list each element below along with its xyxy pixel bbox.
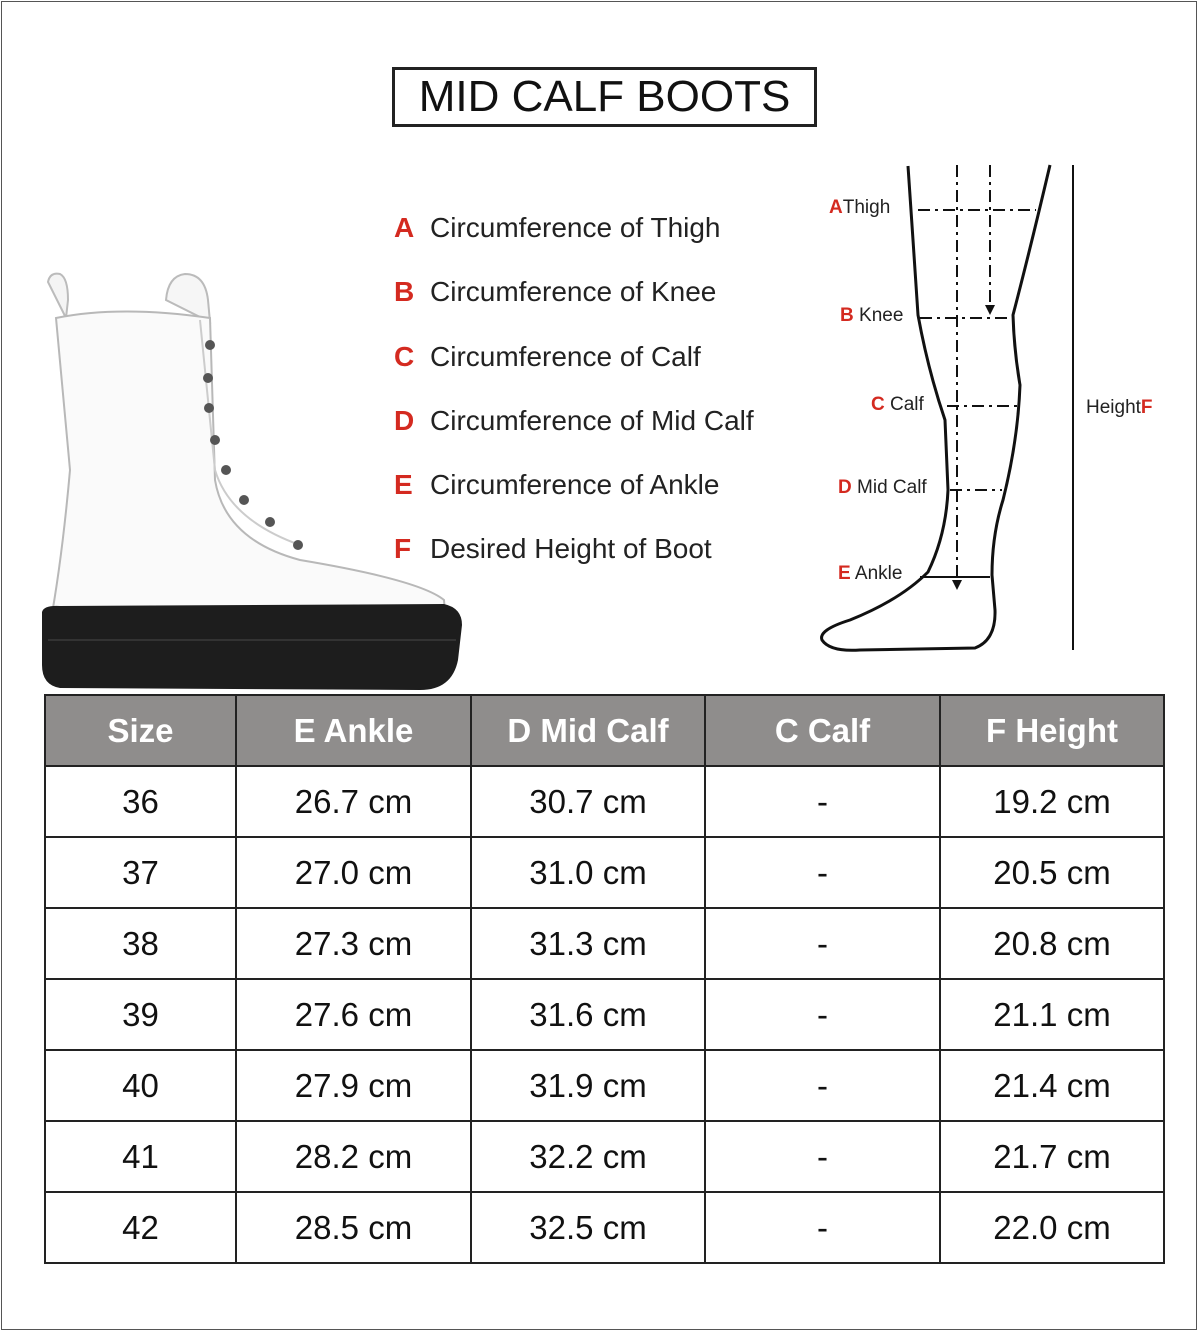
table-header-row: Size E Ankle D Mid Calf C Calf F Height [44, 694, 1165, 767]
legend-text: Circumference of Knee [430, 276, 717, 308]
legend-text: Circumference of Calf [430, 340, 701, 372]
legend-item-e: E Circumference of Ankle [394, 469, 754, 533]
table-cell: - [704, 836, 941, 909]
table-row: 38 27.3 cm 31.3 cm -20.8 cm [44, 907, 1165, 980]
legend-letter: D [394, 404, 415, 436]
column-header: C Calf [704, 694, 941, 767]
label-text: Height [1086, 397, 1141, 418]
table-cell: 31.3 cm [470, 907, 706, 980]
table-cell: 41 [44, 1120, 237, 1193]
diagram-label-knee: B Knee [840, 305, 903, 327]
table-cell: 28.2 cm [235, 1120, 472, 1193]
table-row: 39 27.6 cm 31.6 cm -21.1 cm [44, 978, 1165, 1051]
label-letter: C [871, 394, 885, 415]
legend-item-a: A Circumference of Thigh [394, 212, 754, 276]
measurement-legend: A Circumference of Thigh B Circumference o… [394, 212, 754, 598]
table-cell: 20.5 cm [939, 836, 1165, 909]
legend-letter: E [394, 469, 413, 501]
label-text: Calf [890, 394, 924, 415]
legend-letter: C [394, 340, 415, 372]
label-text: Ankle [854, 563, 903, 584]
table-cell: 20.8 cm [939, 907, 1165, 980]
label-text: Thigh [842, 197, 891, 218]
legend-text: Desired Height of Boot [430, 533, 712, 565]
diagram-label-height: HeightF [1086, 397, 1153, 419]
table-cell: 27.0 cm [235, 836, 472, 909]
table-row: 36 26.7 cm 30.7 cm -19.2 cm [44, 765, 1165, 838]
legend-letter: F [394, 533, 412, 565]
legend-text: Circumference of Ankle [430, 469, 720, 501]
column-header: D Mid Calf [470, 694, 706, 767]
label-letter: B [840, 305, 854, 326]
table-cell: - [704, 1120, 941, 1193]
label-letter: D [838, 477, 852, 498]
table-row: 42 28.5 cm 32.5 cm -22.0 cm [44, 1191, 1165, 1264]
table-cell: - [704, 765, 941, 838]
table-cell: 21.1 cm [939, 978, 1165, 1051]
label-letter: A [829, 197, 843, 218]
legend-letter: B [394, 276, 415, 308]
table-cell: 27.9 cm [235, 1049, 472, 1122]
table-row: 41 28.2 cm 32.2 cm -21.7 cm [44, 1120, 1165, 1193]
table-cell: 28.5 cm [235, 1191, 472, 1264]
table-cell: 37 [44, 836, 237, 909]
label-text: Mid Calf [857, 477, 927, 498]
diagram-label-thigh: AThigh [829, 197, 890, 219]
label-letter: F [1140, 397, 1153, 418]
table-cell: - [704, 907, 941, 980]
legend-item-b: B Circumference of Knee [394, 276, 754, 340]
table-cell: 42 [44, 1191, 237, 1264]
label-letter: E [838, 563, 851, 584]
column-header: F Height [939, 694, 1165, 767]
table-cell: 40 [44, 1049, 237, 1122]
white-boot-image [42, 272, 462, 690]
size-table: Size E Ankle D Mid Calf C Calf F Height … [44, 694, 1165, 1264]
table-row: 40 27.9 cm 31.9 cm -21.4 cm [44, 1049, 1165, 1122]
table-cell: 19.2 cm [939, 765, 1165, 838]
diagram-label-ankle: E Ankle [838, 563, 902, 585]
diagram-label-calf: C Calf [871, 394, 924, 416]
table-cell: 31.6 cm [470, 978, 706, 1051]
label-text: Knee [859, 305, 904, 326]
table-cell: 31.0 cm [470, 836, 706, 909]
table-cell: - [704, 1049, 941, 1122]
table-cell: 26.7 cm [235, 765, 472, 838]
table-row: 37 27.0 cm 31.0 cm -20.5 cm [44, 836, 1165, 909]
page-title: MID CALF BOOTS [392, 67, 817, 127]
legend-item-c: C Circumference of Calf [394, 341, 754, 405]
legend-text: Circumference of Thigh [430, 212, 721, 243]
table-cell: 32.2 cm [470, 1120, 706, 1193]
table-cell: 21.7 cm [939, 1120, 1165, 1193]
legend-text: Circumference of Mid Calf [430, 404, 754, 436]
column-header: Size [44, 694, 237, 767]
legend-item-d: D Circumference of Mid Calf [394, 405, 754, 469]
table-cell: 30.7 cm [470, 765, 706, 838]
diagram-label-mid-calf: D Mid Calf [838, 477, 927, 499]
table-cell: 21.4 cm [939, 1049, 1165, 1122]
table-cell: 27.6 cm [235, 978, 472, 1051]
table-cell: 22.0 cm [939, 1191, 1165, 1264]
table-cell: 38 [44, 907, 237, 980]
legend-item-f: F Desired Height of Boot [394, 533, 754, 597]
table-cell: 27.3 cm [235, 907, 472, 980]
table-cell: - [704, 1191, 941, 1264]
column-header: E Ankle [235, 694, 472, 767]
table-cell: - [704, 978, 941, 1051]
table-cell: 39 [44, 978, 237, 1051]
illustrations [42, 164, 1074, 690]
leg-measurement-diagram [820, 164, 1074, 652]
table-cell: 36 [44, 765, 237, 838]
legend-letter: A [394, 212, 415, 243]
table-cell: 31.9 cm [470, 1049, 706, 1122]
table-cell: 32.5 cm [470, 1191, 706, 1264]
